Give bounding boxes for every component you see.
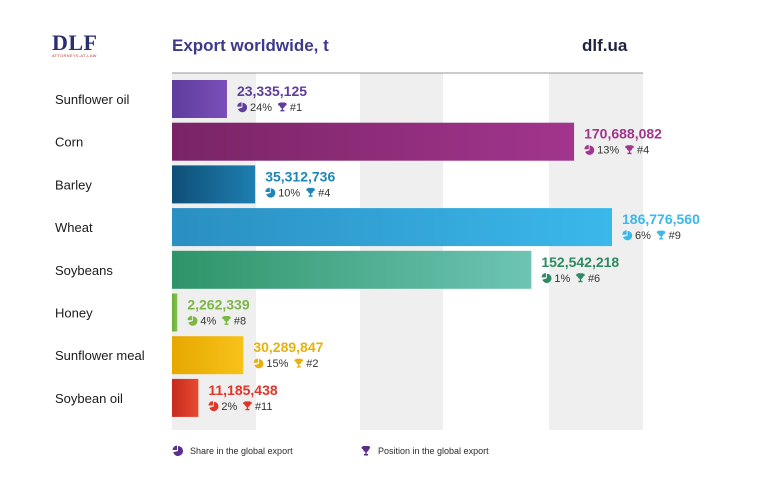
value-label: 35,312,736 xyxy=(265,168,335,184)
category-label: Wheat xyxy=(55,220,93,235)
trophy-icon xyxy=(306,187,315,197)
pie-icon xyxy=(541,273,552,283)
pie-icon xyxy=(584,144,595,155)
value-label: 186,776,560 xyxy=(622,211,700,227)
site-url: dlf.ua xyxy=(582,36,628,55)
pie-icon xyxy=(237,102,248,113)
category-label: Soybean oil xyxy=(55,391,123,406)
bar xyxy=(172,80,227,118)
position-label: #8 xyxy=(234,316,246,328)
bar xyxy=(172,165,256,204)
legend-position-label: Position in the global export xyxy=(378,446,489,456)
value-label: 152,542,218 xyxy=(541,254,619,270)
category-label: Soybeans xyxy=(55,263,113,278)
category-label: Honey xyxy=(55,306,93,321)
chart-title: Export worldwide, t xyxy=(172,36,329,55)
share-label: 10% xyxy=(278,187,300,199)
pie-icon xyxy=(622,230,633,241)
position-label: #4 xyxy=(318,187,330,199)
trophy-icon xyxy=(222,316,231,325)
pie-icon xyxy=(265,187,276,198)
category-label: Sunflower meal xyxy=(55,348,145,363)
share-label: 4% xyxy=(200,316,216,328)
share-label: 1% xyxy=(554,273,570,285)
value-label: 30,289,847 xyxy=(253,339,323,355)
share-label: 13% xyxy=(597,145,619,157)
trophy-icon xyxy=(294,358,304,368)
share-label: 24% xyxy=(250,102,272,114)
position-label: #9 xyxy=(669,230,681,242)
pie-icon xyxy=(187,315,198,326)
position-label: #4 xyxy=(637,145,649,157)
bar xyxy=(172,336,244,375)
value-label: 2,262,339 xyxy=(187,297,249,313)
value-label: 23,335,125 xyxy=(237,83,307,99)
pie-icon xyxy=(253,358,264,369)
legend-position: Position in the global export xyxy=(360,445,489,457)
share-label: 6% xyxy=(635,230,651,242)
category-label: Corn xyxy=(55,135,83,150)
position-label: #11 xyxy=(255,401,273,413)
trophy-icon xyxy=(361,446,371,456)
logo-text: DLF xyxy=(52,30,98,55)
position-label: #6 xyxy=(588,273,600,285)
bar xyxy=(172,122,575,161)
logo-tagline: ATTORNEYS-AT-LAW xyxy=(52,53,97,58)
value-label: 11,185,438 xyxy=(208,382,278,398)
bar xyxy=(172,378,199,417)
trophy-icon xyxy=(576,273,585,283)
position-label: #2 xyxy=(306,358,318,370)
position-label: #1 xyxy=(290,102,302,114)
trophy-icon xyxy=(243,401,252,411)
legend-share-label: Share in the global export xyxy=(190,446,293,456)
pie-icon xyxy=(172,445,184,456)
share-label: 2% xyxy=(221,401,237,413)
trophy-icon xyxy=(625,145,634,155)
bar xyxy=(172,250,532,289)
category-label: Barley xyxy=(55,177,92,192)
share-label: 15% xyxy=(266,358,288,370)
pie-icon xyxy=(208,401,219,412)
bar xyxy=(172,208,612,247)
trophy-icon xyxy=(278,102,287,112)
bar xyxy=(172,293,178,332)
category-label: Sunflower oil xyxy=(55,92,130,107)
trophy-icon xyxy=(656,230,666,240)
dlf-logo: DLF ATTORNEYS-AT-LAW xyxy=(52,30,112,63)
legend-share: Share in the global export xyxy=(172,445,293,457)
value-label: 170,688,082 xyxy=(584,126,662,142)
